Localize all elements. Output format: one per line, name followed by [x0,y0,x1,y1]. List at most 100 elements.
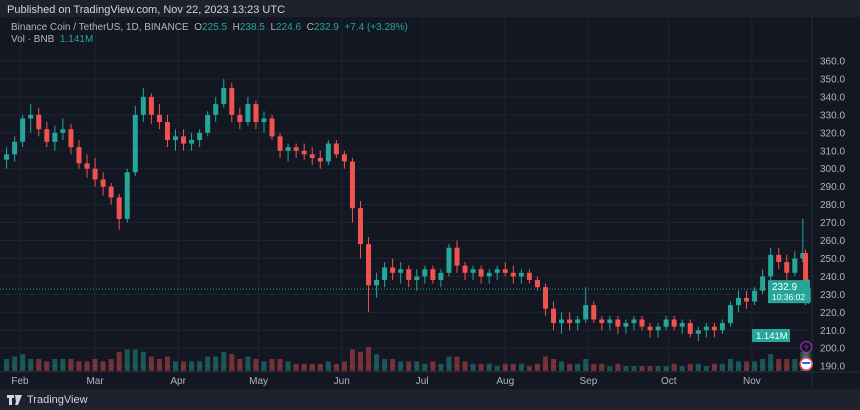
candle-body [189,139,195,144]
candle-body [229,87,235,115]
candle-body [156,114,162,123]
candle-body [414,276,420,280]
candle-body [406,269,412,280]
candle-body [631,319,637,324]
tradingview-logo-icon [7,395,22,405]
candle-body [382,267,388,280]
volume-bar [333,363,339,371]
candle-body [526,272,532,280]
volume-bar [60,359,66,371]
volume-bar [805,343,811,371]
candle-body [591,305,597,320]
volume-bar [414,361,420,371]
volume-bar [719,363,725,371]
x-tick-label: Oct [661,376,677,387]
us-flag-icon-stripe [802,362,811,364]
candle-body [607,319,613,324]
candle-body [703,326,709,331]
candle-body [116,197,122,219]
volume-bar [655,366,661,371]
x-tick-label: Aug [496,376,514,387]
candle-body [679,323,685,327]
volume-bar [687,363,693,371]
volume-bar [478,363,484,371]
candle-body [357,208,363,245]
y-tick-label: 280.0 [820,200,845,211]
volume-bar [711,363,717,371]
chart-legend: Binance Coin / TetherUS, 1D, BINANCE O22… [11,22,408,46]
candle-body [711,326,717,331]
volume-bar [599,363,605,371]
y-tick-label: 360.0 [820,57,845,68]
candle-body [615,319,621,327]
candle-body [68,129,74,148]
candle-body [12,141,18,155]
candle-body [599,319,605,324]
candle-body [752,290,758,302]
candle-body [4,154,10,160]
volume-bar [164,356,170,371]
y-tick-label: 330.0 [820,110,845,121]
price-badge [768,280,810,304]
volume-bar [301,363,307,371]
candle-body [253,104,259,123]
volume-bar [172,361,178,371]
volume-bar [309,363,315,371]
volume-value: 1.141M [59,34,94,45]
volume-bar [639,366,645,371]
candle-body [301,150,307,155]
volume-bar [752,361,758,371]
x-tick-label: Mar [86,376,104,387]
y-tick-label: 310.0 [820,146,845,157]
y-tick-label: 220.0 [820,308,845,319]
candle-body [446,247,452,273]
volume-bar [261,361,267,371]
candle-body [784,262,790,273]
volume-bar [551,359,557,371]
y-tick-label: 270.0 [820,218,845,229]
candle-body [172,136,178,140]
volume-bar [116,351,122,371]
candle-body [221,87,227,105]
volume-bar [148,356,154,371]
volume-bar [221,351,227,371]
candle-body [261,118,267,123]
y-tick-label: 250.0 [820,254,845,265]
candle-body [760,276,766,291]
volume-bar [486,363,492,371]
countdown-value: 10:36:02 [772,292,805,302]
volume-bar [366,347,372,371]
volume-bar [776,359,782,371]
candle-body [293,147,299,151]
published-caption: Published on TradingView.com, Nov 22, 20… [7,4,286,16]
volume-bar [494,366,500,371]
volume-bar [285,361,291,371]
candle-body [534,279,540,288]
volume-bar [20,354,26,371]
candle-body [309,154,315,158]
volume-row: Vol · BNB 1.141M [11,34,94,45]
candle-body [269,118,275,137]
candle-body [100,179,106,187]
candle-body [655,326,661,331]
candle-body [792,258,798,273]
volume-bar [671,363,677,371]
volume-bar [189,361,195,371]
candle-body [108,186,114,198]
volume-bar [140,351,146,371]
close-value: 232.9 [313,22,339,33]
low-value: 224.6 [276,22,302,33]
volume-bar [253,359,259,371]
candlestick-chart[interactable]: 190.0 200.0 210.0 220.0 230.0 240.0 250.0 260.0… [0,17,860,389]
volume-bar [277,359,283,371]
candle-body [124,172,130,219]
candle-body [486,272,492,277]
y-tick-label: 340.0 [820,92,845,103]
candle-body [438,272,444,280]
y-tick-label: 240.0 [820,272,845,283]
volume-bar [390,359,396,371]
y-tick-label: 210.0 [820,326,845,337]
candle-body [502,269,508,273]
chart-area[interactable]: 190.0 200.0 210.0 220.0 230.0 240.0 250.0 260.0… [0,17,860,389]
candle-body [510,272,516,277]
